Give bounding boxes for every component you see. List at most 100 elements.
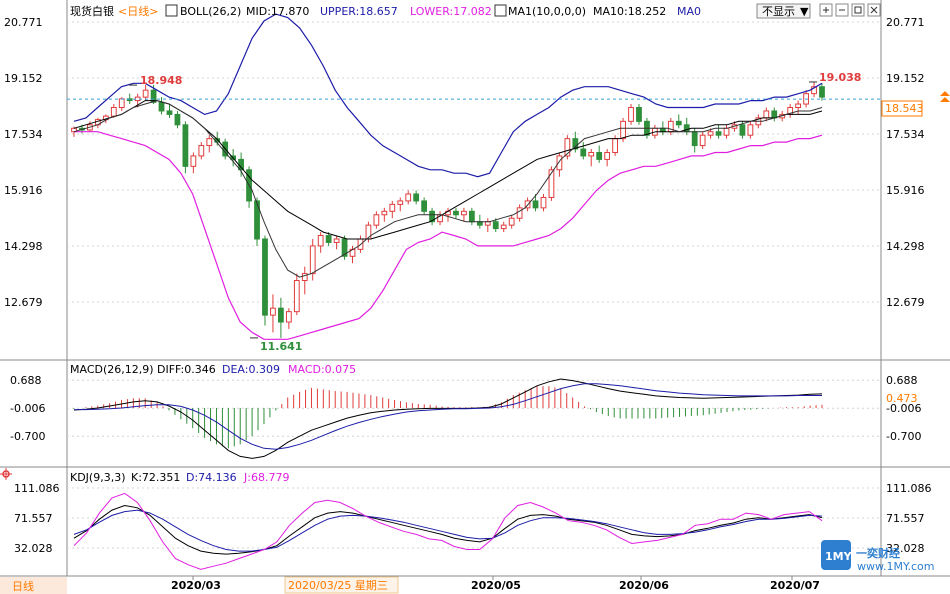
y-tick-label: 0.688 [886,374,918,387]
candle-body [707,131,714,136]
close-icon[interactable] [867,3,881,17]
y-tick-label: 17.534 [886,128,925,141]
candle-body [413,193,420,202]
candle-body [317,235,324,247]
candle-body [198,145,205,157]
annotations: 18.948 11.641 19.038 [129,71,861,353]
boll-icon[interactable] [165,4,178,17]
y-tick-label: 111.086 [886,482,932,495]
macd-histogram [73,386,823,449]
y-tick-label: 32.028 [14,542,53,555]
candle-body [389,203,396,212]
kdj-j-value: J:68.779 [243,471,289,484]
y-tick-label: 17.534 [4,128,43,141]
annotation-label: 18.948 [140,74,182,87]
candle-body [811,86,817,95]
candle-body [723,127,730,136]
annotation-label: 11.641 [260,340,302,353]
x-tick-label: 2020/07 [770,579,820,592]
candle-body [397,200,404,205]
candle-body [739,124,746,136]
candle-body [270,307,276,316]
macd-value: MACD:0.075 [288,363,356,376]
candle-body [190,155,197,167]
kdj-d-line [73,509,823,552]
y-tick-label: -0.006 [886,402,921,415]
candle-body [612,138,618,153]
candle-body [453,210,459,216]
candle-body [492,221,499,230]
candle-body [325,235,332,243]
candle-body [572,138,579,150]
candle-body [158,101,165,112]
annotation-label: 19.038 [819,71,861,84]
period-label[interactable]: <日线> [118,4,158,18]
y-tick-label: 12.679 [4,296,43,309]
candle-body [564,138,571,157]
candle-body [628,107,634,122]
candle-body [142,89,149,98]
candle-body [747,124,754,136]
y-tick-label: 14.298 [4,240,43,253]
candle-body [556,155,563,171]
ma10-value: MA10:18.252 [593,5,666,18]
candle-body [301,273,308,282]
kdj-k-line [73,504,823,555]
price-marker-icon[interactable] [940,91,950,102]
hide-dropdown[interactable] [756,3,811,19]
boll-mid-value: MID:17.870 [246,5,309,18]
kdj-k-value: K:72.351 [131,471,180,484]
minus-icon[interactable] [835,3,849,17]
candle-body [476,221,483,226]
candle-body [588,151,595,157]
candle-body [596,151,603,160]
logo-badge-icon [821,540,851,570]
kdj-d-value: D:74.136 [186,471,237,484]
candle-body [691,131,698,147]
y-tick-label: 19.152 [886,72,925,85]
boll-label: BOLL(26,2) [180,5,241,18]
candle-body [683,124,690,133]
settings-icon[interactable] [0,468,12,480]
y-tick-label: 12.679 [886,296,925,309]
candle-body [262,238,268,316]
candle-body [795,103,802,109]
ma0-label: MA0 [677,5,701,18]
candle-body [715,131,722,136]
boll-lower-value: LOWER:17.082 [410,5,492,18]
boll-upper-line [73,13,823,178]
chevron-down-icon: ▼ [800,5,809,18]
add-icon[interactable] [819,3,833,17]
y-tick-label: 20.771 [4,16,43,29]
hide-dropdown-label: 不显示 [762,5,795,18]
y-tick-label: 15.916 [4,184,43,197]
candle-body [405,193,412,202]
y-tick-label: 71.557 [14,512,53,525]
cursor-date-tag [284,576,399,594]
y-tick-label: 19.152 [4,72,43,85]
y-tick-label: -0.006 [10,402,45,415]
candle-body [182,124,189,167]
y-tick-label: 15.916 [886,184,925,197]
cursor-date: 2020/03/25 星期三 [288,579,388,592]
candle-body [150,89,157,103]
candle-body [333,238,340,243]
macd-dea-line [74,383,822,450]
candle-body [421,200,428,212]
candle-body [532,200,539,209]
candle-body [429,210,435,223]
kdj-label: KDJ(9,3,3) [70,471,126,484]
ma10-line [73,100,823,278]
current-price-value: 18.543 [885,102,924,115]
candle-body [636,107,642,122]
candle-body [110,107,117,117]
ma-icon[interactable] [494,4,507,17]
candle-body [285,311,292,323]
boll-upper-value: UPPER:18.657 [320,5,398,18]
y-tick-label: 71.557 [886,512,925,525]
candle-body [278,307,284,323]
candle-body [763,110,770,119]
period-tab[interactable] [0,577,67,594]
maximize-icon[interactable] [851,3,865,17]
